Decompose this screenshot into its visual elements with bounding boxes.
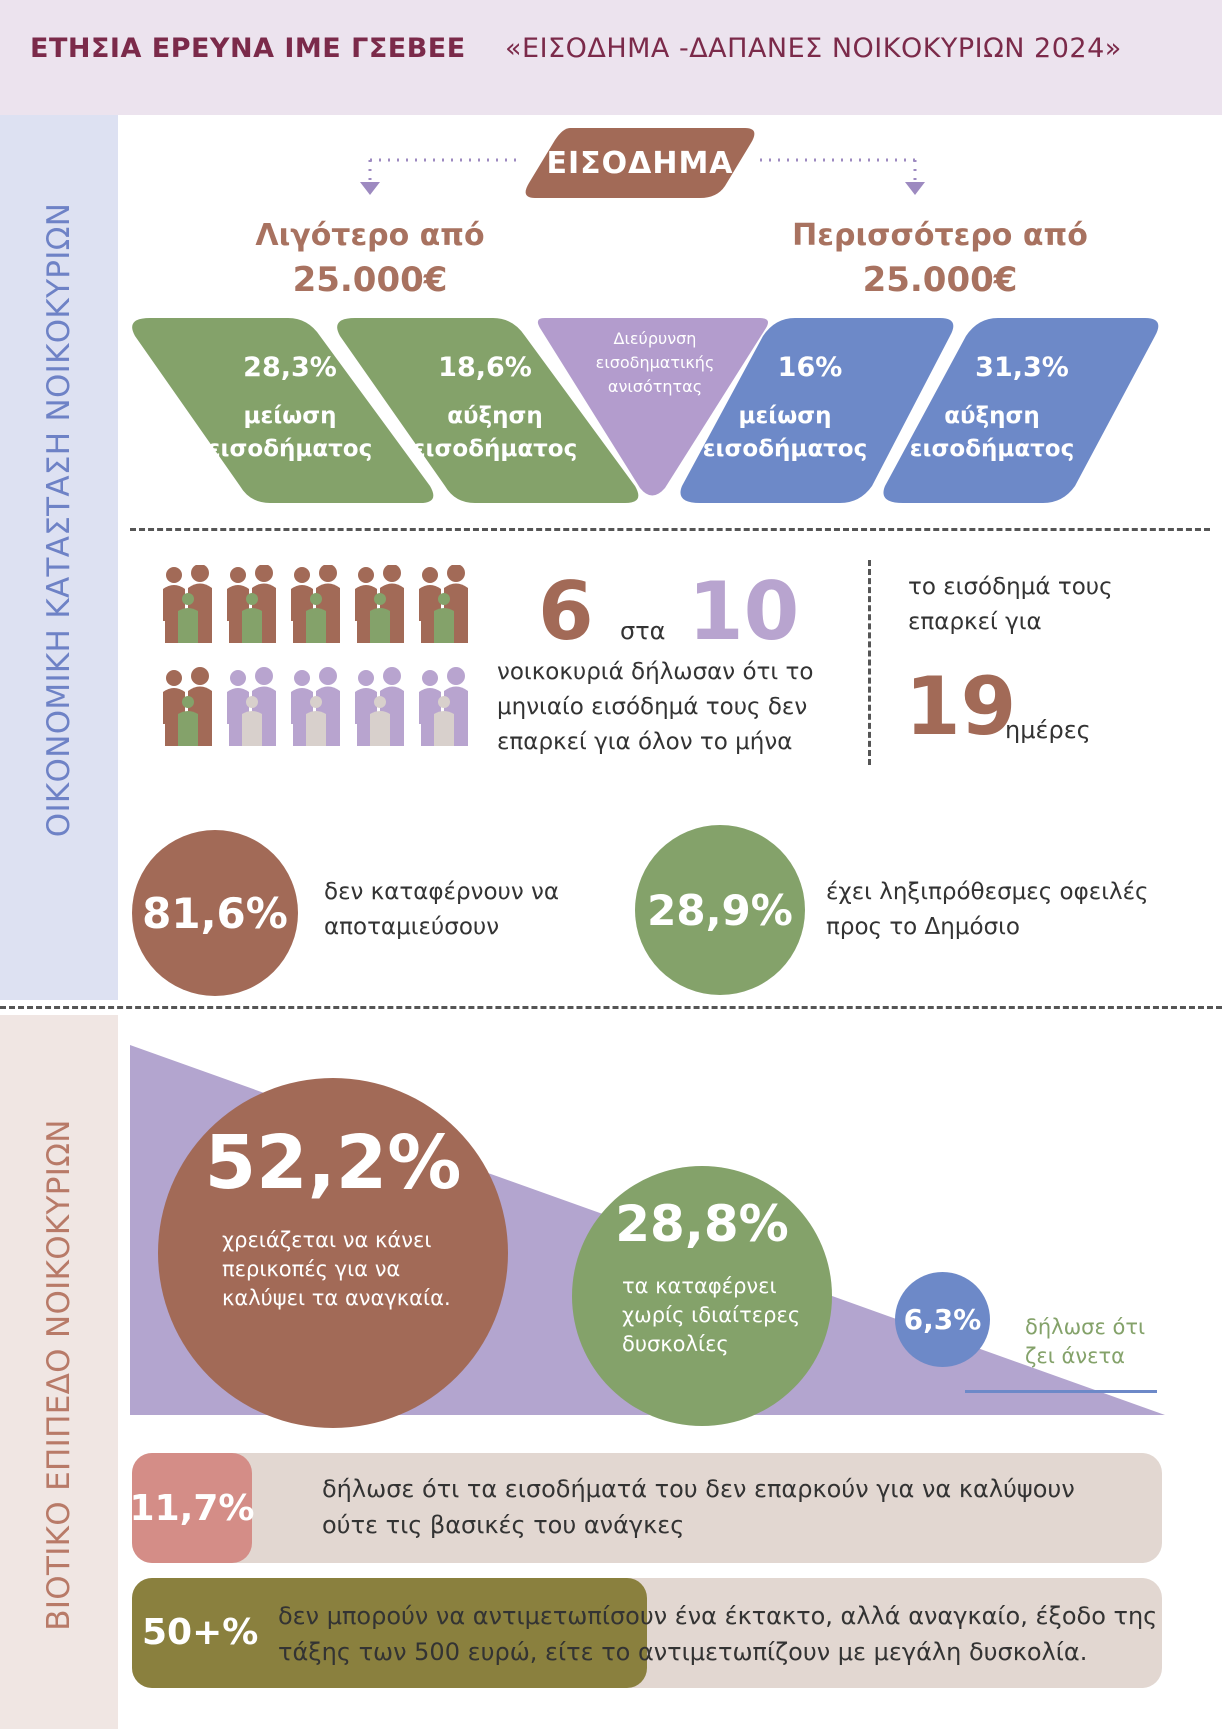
- income-card-4: 31,3% αύξηση εισοδήματος: [882, 352, 1102, 466]
- card-shape-1: [132, 318, 434, 503]
- family-icon-empty: [419, 667, 468, 746]
- section2-title: ΒΙΟΤΙΚΟ ΕΠΙΠΕΔΟ ΝΟΙΚΟΚΥΡΙΩΝ: [41, 1119, 77, 1631]
- section2-strip: [0, 1015, 118, 1729]
- family-icon-empty: [355, 667, 404, 746]
- triangle-shape: [537, 318, 768, 496]
- card-4-line1: αύξηση: [944, 403, 1040, 429]
- emergency-expense-fill: [132, 1578, 647, 1688]
- card-4-pct: 31,3%: [975, 352, 1069, 383]
- triangle-line1: Διεύρυνση: [613, 329, 697, 348]
- income-suffices-text: το εισόδημά τους επαρκεί για: [908, 574, 1113, 635]
- manages-pct: 28,8%: [615, 1195, 789, 1253]
- households-sta: στα: [620, 617, 666, 645]
- basic-needs-text: δήλωσε ότι τα εισοδήματά του δεν επαρκού…: [322, 1475, 1075, 1539]
- family-icon-empty: [291, 667, 340, 746]
- less-than-line1: Λιγότερο από: [255, 218, 485, 253]
- header-bar: [0, 0, 1222, 115]
- households-ten: 10: [688, 565, 800, 658]
- card-shape-4: [883, 318, 1159, 503]
- triangle-line2: εισοδηματικής: [595, 353, 715, 372]
- comfortable-circle: 6,3%: [895, 1272, 990, 1367]
- less-than-amount: 25.000€: [292, 260, 448, 300]
- arrow-down-right-icon: [905, 182, 925, 195]
- card-3-line2: εισοδήματος: [702, 436, 868, 462]
- family-icon-filled: [291, 565, 340, 643]
- card-3-pct: 16%: [777, 352, 843, 383]
- card-2-line2: εισοδήματος: [412, 436, 578, 462]
- no-savings-text: δεν καταφέρνουν να αποταμιεύσουν: [324, 879, 559, 940]
- less-than-label: Λιγότερο από 25.000€: [230, 214, 510, 302]
- card-2-pct: 18,6%: [438, 352, 532, 383]
- manages-text: τα καταφέρνει χωρίς ιδιαίτερες δυσκολίες: [622, 1274, 801, 1356]
- card-2-line1: αύξηση: [447, 403, 543, 429]
- comfortable-text: δήλωσε ότι ζει άνετα: [1025, 1315, 1146, 1368]
- income-arrows: [360, 158, 925, 195]
- arrow-down-left-icon: [360, 182, 380, 195]
- basic-needs-pct: 11,7%: [130, 1453, 254, 1563]
- more-than-amount: 25.000€: [862, 260, 1018, 300]
- card-1-line2: εισοδήματος: [207, 436, 373, 462]
- income-divider: [130, 528, 1210, 531]
- income-badge: [525, 128, 755, 198]
- section-divider: [0, 1006, 1222, 1009]
- triangle-line3: ανισότητας: [607, 377, 703, 396]
- section1-title: ΟΙΚΟΝΟΜΙΚΗ ΚΑΤΑΣΤΑΣΗ ΝΟΙΚΟΚΥΡΙΩΝ: [41, 202, 77, 838]
- family-icon-filled: [163, 667, 212, 746]
- family-icon-filled: [355, 565, 404, 643]
- cuts-circle: [158, 1078, 508, 1428]
- card-shape-3: [680, 318, 954, 503]
- card-1-pct: 28,3%: [243, 352, 337, 383]
- section1-strip: [0, 115, 118, 1000]
- vertical-divider: [868, 560, 871, 765]
- households-six: 6: [538, 565, 594, 658]
- cuts-text: χρειάζεται να κάνει περικοπές για να καλ…: [222, 1228, 451, 1310]
- family-icon-filled: [227, 565, 276, 643]
- card-3-line1: μείωση: [738, 403, 832, 429]
- family-icon-filled: [419, 565, 468, 643]
- income-cards: [132, 318, 1159, 503]
- emergency-expense-text: δεν μπορούν να αντιμετωπίσουν ένα έκτακτ…: [278, 1602, 1158, 1666]
- cuts-pct: 52,2%: [204, 1120, 462, 1206]
- more-than-label: Περισσότερο από 25.000€: [780, 214, 1100, 302]
- family-icon-empty: [227, 667, 276, 746]
- income-card-3: 16% μείωση εισοδήματος: [675, 352, 895, 466]
- household-icons: [163, 565, 468, 746]
- households-description: νοικοκυριά δήλωσαν ότι το μηνιαίο εισόδη…: [497, 659, 814, 755]
- comfortable-line: [965, 1390, 1157, 1393]
- basic-needs-bar: [132, 1453, 1162, 1563]
- inequality-triangle-text: Διεύρυνση εισοδηματικής ανισότητας: [570, 327, 740, 399]
- no-savings-circle: 81,6%: [132, 830, 298, 996]
- card-1-line1: μείωση: [243, 403, 337, 429]
- emergency-expense-pct: 50+%: [142, 1612, 259, 1653]
- days-number: 19: [905, 660, 1017, 753]
- family-icon-filled: [163, 565, 212, 643]
- page-title: ΕΤΗΣΙΑ ΕΡΕΥΝΑ ΙΜΕ ΓΣΕΒΕΕ: [30, 33, 466, 64]
- income-card-2: 18,6% αύξηση εισοδήματος: [390, 352, 600, 466]
- days-label: ημέρες: [1005, 716, 1091, 744]
- card-4-line2: εισοδήματος: [909, 436, 1075, 462]
- overdue-debts-circle: 28,9%: [635, 825, 805, 995]
- income-label: ΕΙΣΟΔΗΜΑ: [546, 146, 734, 181]
- overdue-debts-text: έχει ληξιπρόθεσμες οφειλές προς το Δημόσ…: [826, 879, 1149, 940]
- more-than-line1: Περισσότερο από: [792, 218, 1088, 253]
- income-card-1: 28,3% μείωση εισοδήματος: [205, 352, 375, 466]
- page-subtitle: «ΕΙΣΟΔΗΜΑ -ΔΑΠΑΝΕΣ ΝΟΙΚΟΚΥΡΙΩΝ 2024»: [505, 33, 1122, 64]
- manages-circle: [572, 1166, 832, 1426]
- card-shape-2: [337, 318, 639, 503]
